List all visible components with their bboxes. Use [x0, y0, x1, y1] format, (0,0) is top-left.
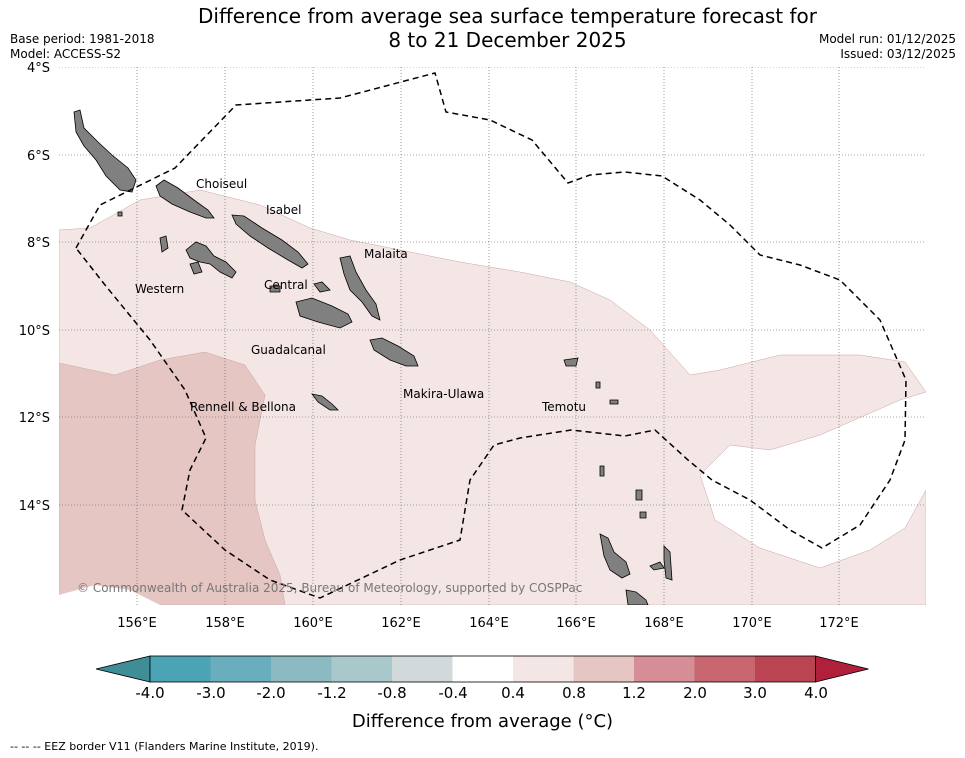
colorbar-segment — [755, 656, 816, 682]
island-isabel — [231, 214, 309, 269]
model-name: Model: ACCESS-S2 — [10, 47, 122, 61]
colorbar-tick: 0.4 — [501, 684, 525, 702]
colorbar-tick: 0.8 — [562, 684, 586, 702]
island-florida — [313, 281, 331, 293]
run-info: Model run: 01/12/2025 Issued: 03/12/2025 — [819, 32, 956, 62]
lon-label: 156°E — [117, 616, 157, 631]
island-temotu — [563, 357, 579, 367]
title-line-1: Difference from average sea surface temp… — [197, 4, 817, 28]
lat-label: 8°S — [27, 236, 50, 251]
colorbar-segment — [392, 656, 453, 682]
colorbar-outline — [149, 655, 816, 683]
lat-label: 4°S — [27, 61, 50, 76]
lon-label: 168°E — [644, 616, 684, 631]
lat-label: 6°S — [27, 149, 50, 164]
colorbar-tick: 3.0 — [743, 684, 767, 702]
lon-label: 158°E — [205, 616, 245, 631]
lon-label: 172°E — [819, 616, 859, 631]
title-line-2: 8 to 21 December 2025 — [388, 28, 627, 52]
colorbar-ticks: -4.0 -3.0 -2.0 -1.2 -0.8 -0.4 0.4 0.8 1.… — [135, 684, 828, 702]
island-vanuatu-ambae — [649, 561, 665, 571]
island-makira — [369, 337, 419, 367]
map-title: Difference from average sea surface temp… — [0, 4, 965, 52]
colorbar-segment — [331, 656, 393, 682]
label-central: Central — [264, 278, 308, 292]
eez-legend: -- -- -- EEZ border V11 (Flanders Marine… — [10, 740, 319, 753]
model-run: Model run: 01/12/2025 — [818, 32, 956, 46]
colorbar-segment — [513, 656, 574, 682]
island-guadalcanal — [295, 297, 353, 329]
colorbar — [95, 655, 869, 683]
colorbar-segment — [452, 656, 514, 682]
label-malaita: Malaita — [364, 247, 408, 261]
colorbar-segment — [634, 656, 695, 682]
lon-label: 162°E — [381, 616, 421, 631]
island-new-georgia — [185, 241, 237, 279]
lon-axis: 156°E 158°E 160°E 162°E 164°E 166°E 168°… — [117, 616, 859, 631]
map-area: Choiseul Isabel Malaita Western Central … — [59, 67, 926, 605]
label-western: Western — [135, 282, 184, 296]
lon-label: 160°E — [293, 616, 333, 631]
lat-label: 12°S — [19, 411, 50, 426]
colorbar-tick: -0.8 — [377, 684, 406, 702]
label-rennell-bellona: Rennell & Bellona — [190, 400, 296, 414]
colorbar-tick: 4.0 — [804, 684, 828, 702]
province-labels: Choiseul Isabel Malaita Western Central … — [135, 177, 586, 414]
colorbar-tick: 1.2 — [622, 684, 646, 702]
colorbar-segment — [271, 656, 332, 682]
colorbar-tick: -0.4 — [438, 684, 467, 702]
island-small-2 — [269, 285, 281, 293]
island-small-3 — [117, 211, 123, 217]
island-banks — [635, 489, 643, 501]
colorbar-tick: -2.0 — [256, 684, 285, 702]
label-choiseul: Choiseul — [196, 177, 247, 191]
island-rennell — [311, 393, 339, 411]
colorbar-tick: -3.0 — [196, 684, 225, 702]
island-small-4 — [639, 511, 647, 519]
island-vella — [159, 235, 169, 253]
colorbar-segment — [573, 656, 635, 682]
island-vanikoro — [595, 381, 601, 389]
lon-label: 166°E — [556, 616, 596, 631]
lat-label: 14°S — [19, 499, 50, 514]
copyright-notice: © Commonwealth of Australia 2025, Bureau… — [77, 581, 582, 595]
island-malaita — [339, 255, 381, 321]
island-vanuatu-maewo — [663, 545, 673, 581]
colorbar-segment — [150, 656, 211, 682]
island-vanuatu-espiritu — [599, 533, 631, 579]
colorbar-segment — [210, 656, 272, 682]
label-guadalcanal: Guadalcanal — [251, 343, 326, 357]
eez-border — [75, 72, 907, 599]
lat-axis: 4°S 6°S 8°S 10°S 12°S 14°S — [19, 61, 50, 514]
island-small-1 — [609, 399, 619, 405]
island-choiseul — [155, 179, 215, 219]
island-bougainville — [73, 109, 137, 193]
colorbar-min-arrow — [95, 655, 151, 683]
lon-label: 164°E — [469, 616, 509, 631]
island-kolombangara — [189, 261, 203, 275]
land-masses — [73, 109, 673, 605]
graticule — [59, 67, 926, 605]
label-makira-ulawa: Makira-Ulawa — [403, 387, 484, 401]
anomaly-region-mid — [59, 351, 286, 605]
lat-label: 10°S — [19, 324, 50, 339]
colorbar-tick: -1.2 — [317, 684, 346, 702]
island-vanuatu-malekula — [625, 589, 649, 605]
issued-date: Issued: 03/12/2025 — [840, 47, 956, 61]
colorbar-title: Difference from average (°C) — [351, 711, 614, 732]
island-torres — [599, 465, 605, 477]
anomaly-region-light — [59, 189, 926, 605]
label-isabel: Isabel — [266, 203, 301, 217]
colorbar-tick: 2.0 — [683, 684, 707, 702]
label-temotu: Temotu — [541, 400, 586, 414]
colorbar-max-arrow — [815, 655, 869, 683]
base-period: Base period: 1981-2018 — [10, 32, 155, 46]
colorbar-segment — [694, 656, 756, 682]
colorbar-tick: -4.0 — [135, 684, 164, 702]
model-info: Base period: 1981-2018 Model: ACCESS-S2 — [10, 32, 155, 62]
lon-label: 170°E — [732, 616, 772, 631]
